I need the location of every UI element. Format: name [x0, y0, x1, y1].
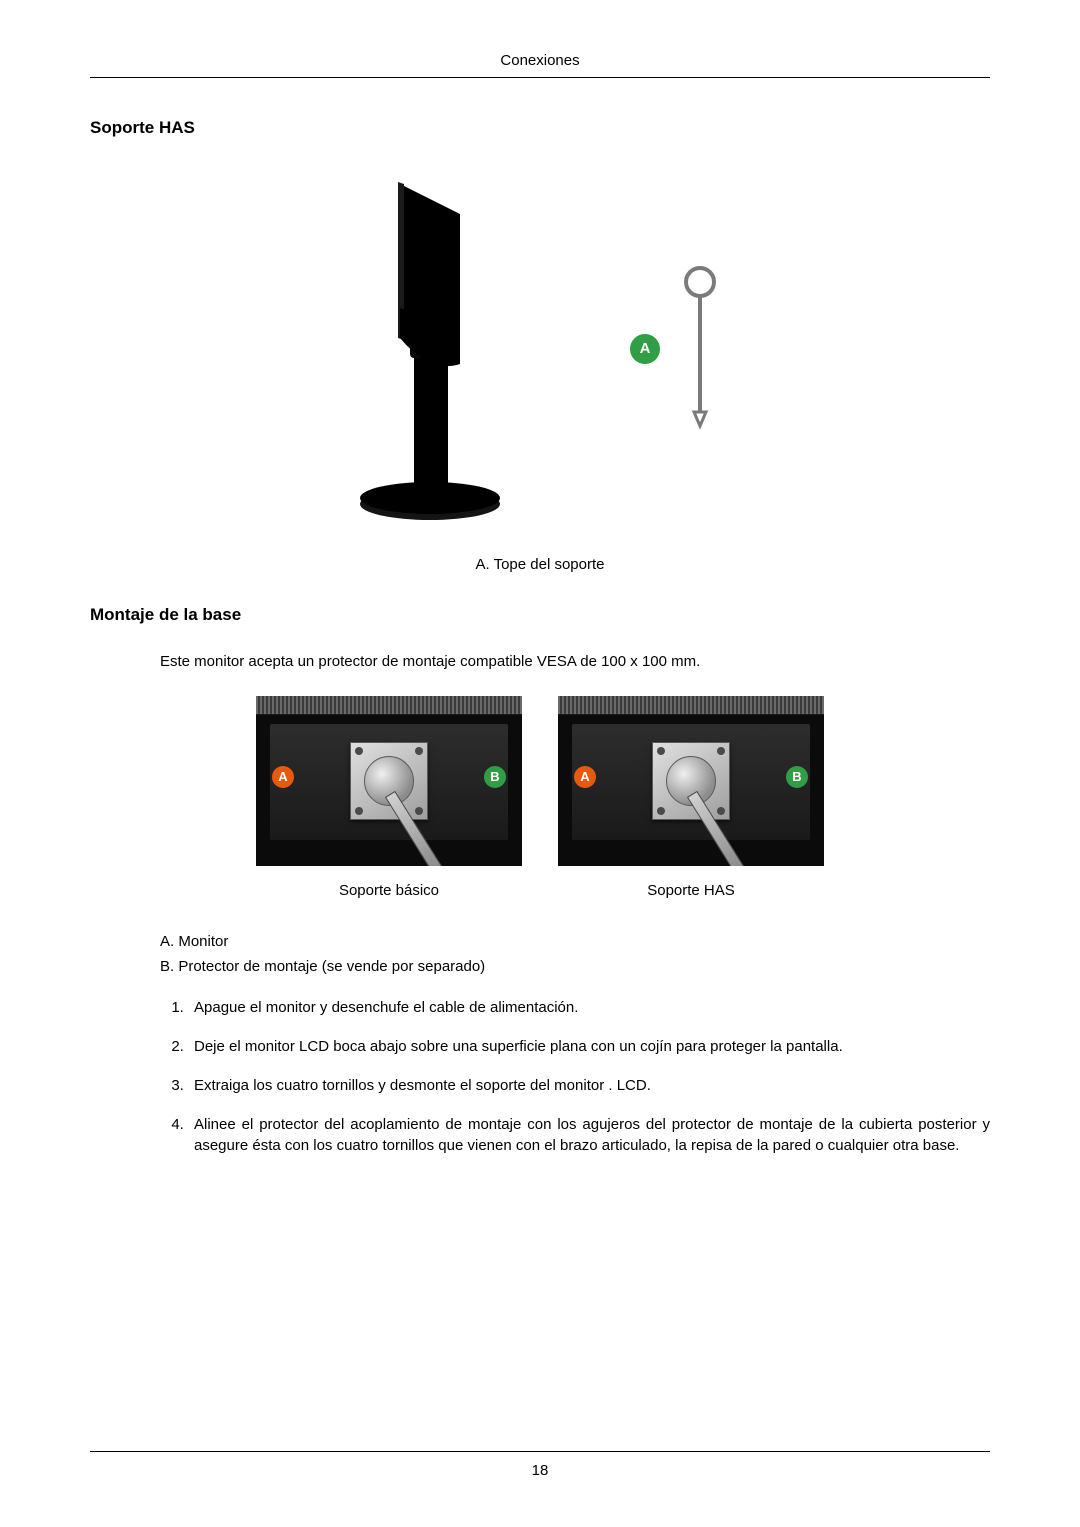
page-number: 18 [532, 1462, 549, 1479]
legend-b: B. Protector de montaje (se vende por se… [160, 956, 990, 977]
badge-b-icon: B [484, 766, 506, 788]
figure-row-has: A [90, 164, 990, 534]
section2-intro: Este monitor acepta un protector de mont… [160, 651, 990, 672]
badge-a-icon: A [630, 334, 660, 364]
header-title: Conexiones [500, 52, 579, 69]
pin-group: A [630, 249, 740, 449]
badge-a-icon: A [272, 766, 294, 788]
heading-soporte-has: Soporte HAS [90, 116, 990, 140]
page-footer: 18 [90, 1451, 990, 1481]
mount-figure-captions: Soporte básico Soporte HAS [90, 880, 990, 901]
document-page: Conexiones Soporte HAS A [0, 0, 1080, 1527]
pin-illustration [680, 264, 720, 434]
page-header: Conexiones [90, 50, 990, 78]
heading-montaje: Montaje de la base [90, 603, 990, 627]
caption-basic: Soporte básico [256, 880, 522, 901]
figure-row-mount: A B A B [90, 696, 990, 866]
steps-list: Apague el monitor y desenchufe el cable … [160, 997, 990, 1156]
step-item: Apague el monitor y desenchufe el cable … [188, 997, 990, 1018]
caption-has: Soporte HAS [558, 880, 824, 901]
mount-figure-basic: A B [256, 696, 522, 866]
figure1-caption: A. Tope del soporte [90, 554, 990, 575]
mount-figure-has: A B [558, 696, 824, 866]
badge-b-icon: B [786, 766, 808, 788]
monitor-side-illustration [340, 174, 540, 524]
step-item: Alinee el protector del acoplamiento de … [188, 1114, 990, 1156]
legend: A. Monitor B. Protector de montaje (se v… [160, 931, 990, 977]
step-item: Deje el monitor LCD boca abajo sobre una… [188, 1036, 990, 1057]
legend-a: A. Monitor [160, 931, 990, 952]
badge-a-icon: A [574, 766, 596, 788]
step-item: Extraiga los cuatro tornillos y desmonte… [188, 1075, 990, 1096]
